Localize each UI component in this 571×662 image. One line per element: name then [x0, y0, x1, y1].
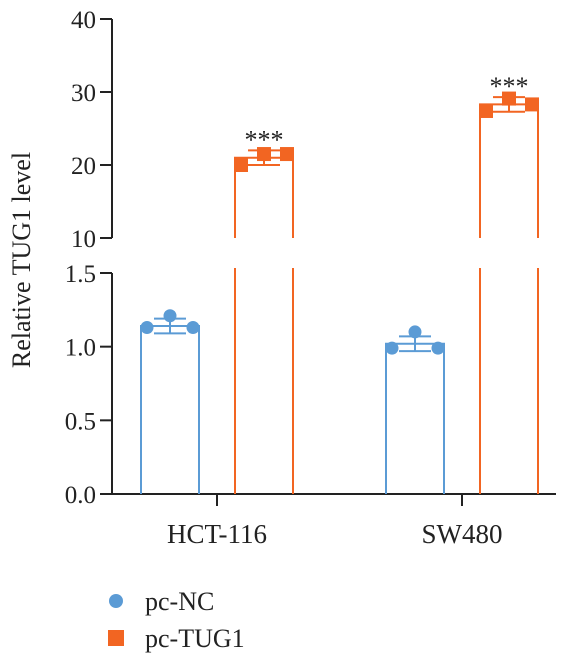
significance-label: *** — [245, 125, 284, 154]
tick-labels: 0.0 0.5 1.0 1.5 10 20 30 40 — [65, 7, 96, 509]
legend-marker — [108, 630, 124, 646]
data-point — [385, 341, 399, 355]
data-point — [479, 103, 493, 118]
y-tick-label: 1.5 — [65, 261, 96, 288]
data-point — [502, 91, 516, 106]
bar — [479, 103, 539, 238]
significance-labels: *** *** — [245, 72, 529, 154]
data-points — [140, 91, 539, 355]
data-point — [280, 147, 294, 162]
bars — [140, 103, 539, 494]
legend-label: pc-NC — [145, 587, 214, 616]
data-point — [163, 309, 177, 323]
y-tick-label: 40 — [71, 7, 96, 34]
y-tick-label: 0.0 — [65, 482, 96, 509]
data-point — [234, 158, 248, 172]
data-point — [408, 325, 422, 339]
bar-lower-segment — [234, 268, 294, 494]
category-label: SW480 — [422, 519, 503, 549]
category-labels: HCT-116 SW480 — [167, 519, 503, 549]
legend: pc-NC pc-TUG1 — [108, 587, 245, 653]
bar-lower-segment — [479, 268, 539, 494]
legend-label: pc-TUG1 — [145, 624, 245, 653]
axes — [100, 18, 556, 506]
data-point — [257, 147, 271, 162]
y-tick-label: 30 — [71, 80, 96, 107]
data-point — [431, 341, 445, 355]
data-point — [525, 97, 539, 112]
y-tick-label: 1.0 — [65, 335, 96, 362]
data-point — [186, 321, 200, 335]
bar — [140, 325, 200, 494]
error-bars — [154, 96, 525, 353]
y-axis-title: Relative TUG1 level — [7, 152, 36, 368]
data-point — [140, 321, 154, 335]
bar — [385, 342, 445, 494]
category-label: HCT-116 — [167, 519, 267, 549]
y-tick-label: 10 — [71, 226, 96, 253]
significance-label: *** — [490, 72, 529, 101]
y-tick-label: 20 — [71, 153, 96, 180]
y-tick-label: 0.5 — [65, 408, 96, 435]
legend-marker — [109, 594, 123, 608]
